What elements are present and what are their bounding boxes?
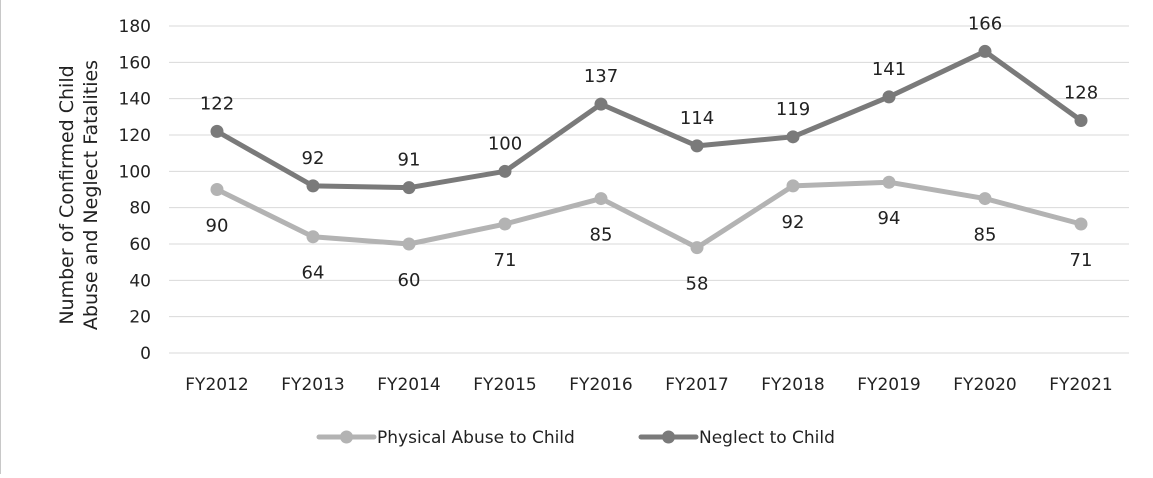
data-point — [306, 179, 320, 193]
data-label: 166 — [968, 13, 1002, 34]
data-point — [594, 97, 608, 111]
gridlines — [169, 25, 1129, 354]
data-label: 137 — [584, 66, 618, 87]
legend-swatch-marker — [340, 430, 353, 444]
x-tick-label: FY2016 — [569, 375, 632, 395]
data-point — [498, 217, 512, 231]
data-label: 71 — [494, 250, 517, 271]
y-axis-title: Number of Confirmed Child Abuse and Negl… — [56, 60, 102, 330]
data-point — [306, 230, 320, 244]
x-tick-label: FY2019 — [857, 375, 920, 395]
data-point — [978, 44, 992, 58]
y-tick-label: 80 — [129, 199, 151, 219]
legend: Physical Abuse to Child Neglect to Child — [316, 428, 835, 448]
series-line — [214, 179, 1084, 251]
data-label: 122 — [200, 93, 234, 114]
data-point — [690, 241, 704, 255]
data-point — [882, 90, 896, 104]
data-point — [786, 130, 800, 144]
data-point — [210, 183, 224, 196]
data-point — [690, 139, 704, 153]
series-1: 90 64 60 71 85 58 92 94 85 71 — [206, 175, 1093, 295]
data-point — [978, 192, 992, 206]
data-label: 85 — [974, 225, 997, 246]
legend-item-1: Physical Abuse to Child — [316, 428, 575, 448]
y-tick-label: 40 — [129, 271, 151, 291]
data-point — [210, 124, 224, 138]
data-label: 94 — [878, 208, 901, 229]
data-label: 64 — [302, 263, 325, 284]
y-tick-label: 100 — [119, 162, 151, 182]
y-tick-label: 60 — [129, 235, 151, 255]
data-point — [498, 164, 512, 178]
series-line — [214, 48, 1084, 191]
data-label: 90 — [206, 216, 229, 237]
x-tick-label: FY2020 — [953, 375, 1016, 395]
data-point — [402, 181, 416, 195]
y-tick-label: 140 — [119, 90, 151, 110]
data-point — [594, 192, 608, 206]
data-label: 91 — [398, 150, 421, 171]
legend-label: Physical Abuse to Child — [377, 428, 575, 448]
legend-swatch-marker — [662, 430, 675, 444]
x-tick-label: FY2017 — [665, 375, 728, 395]
data-label: 92 — [782, 212, 805, 233]
x-tick-label: FY2012 — [185, 375, 248, 395]
data-label: 114 — [680, 108, 714, 129]
data-point — [402, 237, 416, 251]
x-tick-label: FY2014 — [377, 375, 440, 395]
data-label: 119 — [776, 99, 810, 120]
x-tick-label: FY2015 — [473, 375, 536, 395]
data-label: 128 — [1064, 82, 1098, 103]
y-tick-label: 20 — [129, 308, 151, 328]
x-axis-ticks: FY2012 FY2013 FY2014 FY2015 FY2016 FY2017 FY20… — [185, 375, 1112, 395]
x-tick-label: FY2021 — [1049, 375, 1112, 395]
y-tick-label: 160 — [119, 53, 151, 73]
y-tick-label: 180 — [119, 17, 151, 37]
data-point — [1074, 217, 1088, 231]
y-axis-title-line-1: Number of Confirmed Child — [56, 65, 78, 324]
y-axis-title-line-2: Abuse and Neglect Fatalities — [80, 60, 102, 330]
legend-item-2: Neglect to Child — [638, 428, 835, 448]
data-point — [786, 179, 800, 193]
data-label: 100 — [488, 133, 522, 154]
y-axis-ticks: 0 20 40 60 80 100 120 140 160 180 — [119, 17, 151, 364]
x-tick-label: FY2018 — [761, 375, 824, 395]
data-label: 85 — [590, 225, 613, 246]
data-point — [1074, 113, 1088, 127]
y-tick-label: 120 — [119, 126, 151, 146]
data-label: 58 — [686, 274, 709, 295]
data-label: 141 — [872, 59, 906, 80]
data-label: 71 — [1070, 250, 1093, 271]
series-2: 122 92 91 100 137 114 119 141 166 128 — [200, 13, 1098, 195]
data-point — [882, 175, 896, 189]
data-label: 92 — [302, 148, 325, 169]
legend-label: Neglect to Child — [699, 428, 835, 448]
x-tick-label: FY2013 — [281, 375, 344, 395]
y-tick-label: 0 — [140, 344, 151, 364]
data-label: 60 — [398, 270, 421, 291]
